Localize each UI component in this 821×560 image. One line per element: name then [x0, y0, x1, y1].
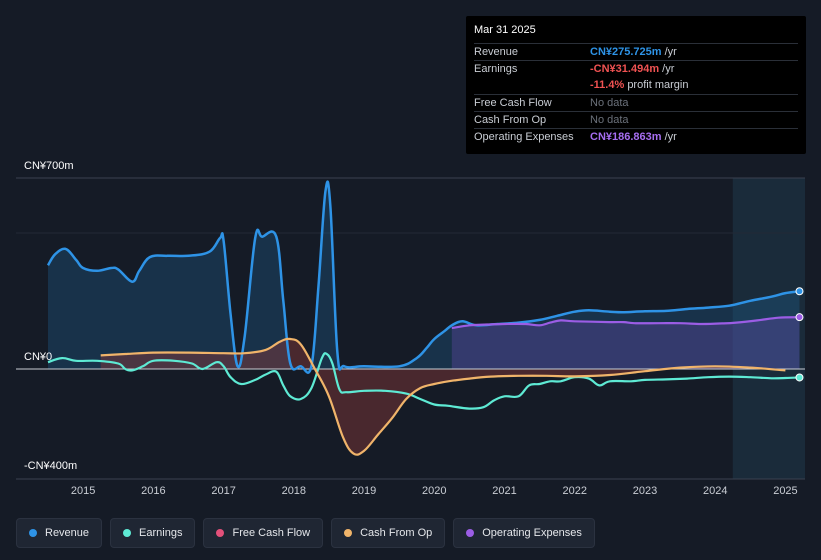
legend-label: Free Cash Flow — [232, 527, 311, 539]
tooltip-value: CN¥275.725m — [590, 46, 662, 58]
cfo-area — [100, 338, 786, 455]
tooltip-row-fcf: Free Cash Flow No data — [474, 94, 798, 111]
y-label-bottom: -CN¥400m — [24, 460, 78, 472]
tooltip-label: Earnings — [474, 63, 518, 75]
legend-dot-icon — [123, 529, 132, 537]
y-label-top: CN¥700m — [24, 160, 74, 172]
tooltip-unit: /yr — [662, 63, 675, 75]
earnings-endpoint — [795, 373, 804, 382]
tooltip-date: Mar 31 2025 — [474, 24, 536, 36]
legend-free-cash-flow[interactable]: Free Cash Flow — [203, 518, 324, 548]
tooltip-value: CN¥186.863m — [590, 131, 662, 143]
x-tick-label: 2019 — [351, 485, 377, 497]
x-tick-label: 2016 — [141, 485, 166, 497]
tooltip-value: No data — [590, 97, 629, 109]
legend: Revenue Earnings Free Cash Flow Cash Fro… — [16, 518, 595, 548]
legend-cash-from-op[interactable]: Cash From Op — [331, 518, 446, 548]
y-label-zero: CN¥0 — [24, 351, 53, 363]
tooltip-label: Revenue — [474, 46, 519, 58]
legend-operating-expenses[interactable]: Operating Expenses — [453, 518, 595, 548]
legend-revenue[interactable]: Revenue — [16, 518, 103, 548]
legend-dot-icon — [216, 529, 225, 537]
revenue-endpoint — [795, 287, 804, 296]
legend-dot-icon — [29, 529, 37, 537]
tooltip-unit: /yr — [664, 131, 677, 143]
x-tick-label: 2018 — [281, 485, 307, 497]
legend-earnings[interactable]: Earnings — [110, 518, 196, 548]
legend-label: Revenue — [45, 527, 90, 539]
opex-endpoint — [795, 313, 804, 322]
tooltip-label: Cash From Op — [474, 114, 547, 126]
tooltip-row-opex: Operating Expenses CN¥186.863m /yr — [474, 128, 798, 145]
legend-label: Earnings — [139, 527, 183, 539]
tooltip-margin-value: -11.4% — [590, 79, 625, 91]
legend-dot-icon — [466, 529, 475, 537]
legend-label: Cash From Op — [360, 527, 433, 539]
opex-line — [451, 316, 800, 330]
legend-dot-icon — [344, 529, 353, 537]
tooltip-margin-text: profit margin — [627, 79, 689, 91]
legend-label: Operating Expenses — [482, 527, 582, 539]
tooltip-value: No data — [590, 114, 629, 126]
tooltip-label: Operating Expenses — [474, 131, 574, 143]
x-tick-label: 2020 — [422, 485, 447, 497]
x-tick-label: 2015 — [70, 485, 96, 497]
tooltip-row-revenue: Revenue CN¥275.725m /yr — [474, 43, 798, 60]
tooltip-unit: /yr — [664, 46, 677, 58]
revenue-line — [46, 180, 800, 374]
earnings-line — [47, 352, 800, 410]
tooltip-row-cfo: Cash From Op No data — [474, 111, 798, 128]
x-tick-label: 2023 — [632, 485, 658, 497]
tooltip-row-margin: -11.4% profit margin — [474, 77, 798, 94]
tooltip-row-earnings: Earnings -CN¥31.494m /yr — [474, 60, 798, 77]
cfo-line — [100, 337, 786, 456]
tooltip-value: -CN¥31.494m — [590, 63, 660, 75]
forecast-shade — [732, 178, 805, 479]
x-tick-label: 2024 — [702, 485, 728, 497]
tooltip-panel: Mar 31 2025 Revenue CN¥275.725m /yr Earn… — [466, 16, 806, 154]
x-tick-label: 2021 — [492, 485, 517, 497]
tooltip-label: Free Cash Flow — [474, 97, 552, 109]
x-tick-label: 2025 — [773, 485, 798, 497]
opex-area — [451, 317, 800, 369]
x-tick-label: 2017 — [211, 485, 236, 497]
revenue-area — [48, 181, 800, 373]
x-tick-label: 2022 — [562, 485, 587, 497]
